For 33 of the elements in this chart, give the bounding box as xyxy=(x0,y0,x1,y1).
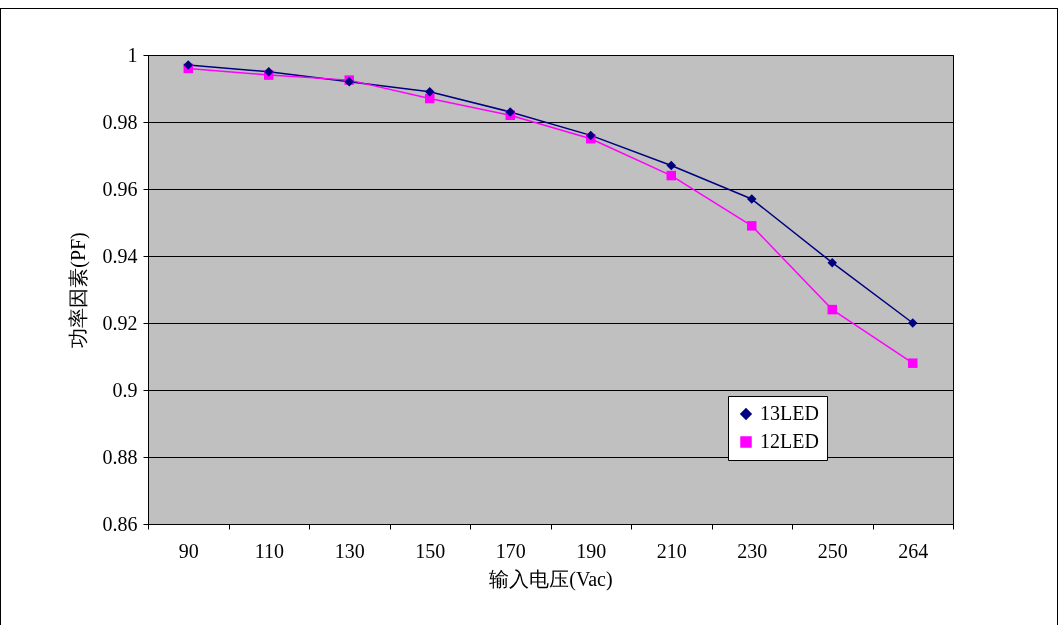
x-tick-label: 264 xyxy=(898,539,929,562)
y-tick-label: 0.94 xyxy=(102,244,138,267)
y-tick-label: 1 xyxy=(127,43,138,66)
x-tick-label: 230 xyxy=(737,539,768,562)
x-tick-label: 90 xyxy=(178,539,199,562)
point xyxy=(586,130,596,141)
y-axis-title: 功率因素(PF) xyxy=(66,232,90,348)
y-tick-label: 0.9 xyxy=(112,378,138,401)
x-tick-label: 130 xyxy=(334,539,365,562)
point xyxy=(908,358,918,368)
x-tick-label: 210 xyxy=(656,539,687,562)
y-tick-label: 0.96 xyxy=(102,177,138,200)
point xyxy=(827,304,837,315)
y-tick-label: 0.92 xyxy=(102,311,138,334)
point xyxy=(183,60,193,70)
x-tick-label: 110 xyxy=(254,539,284,562)
y-tick-label: 0.86 xyxy=(102,512,138,535)
point xyxy=(747,194,757,204)
point xyxy=(666,170,676,181)
point xyxy=(505,107,515,117)
point xyxy=(666,160,676,171)
legend-label: 13LED xyxy=(760,402,819,424)
x-tick-label: 190 xyxy=(576,539,607,562)
x-tick-label: 150 xyxy=(415,539,446,562)
x-tick-label: 170 xyxy=(495,539,526,562)
point xyxy=(827,257,837,268)
legend-label: 12LED xyxy=(760,430,819,452)
x-tick-label: 250 xyxy=(817,539,848,562)
point xyxy=(425,87,435,97)
x-axis-title: 输入电压(Vac) xyxy=(489,567,613,591)
point xyxy=(747,221,757,231)
y-tick-label: 0.98 xyxy=(102,110,138,133)
y-tick-label: 0.88 xyxy=(102,445,138,468)
